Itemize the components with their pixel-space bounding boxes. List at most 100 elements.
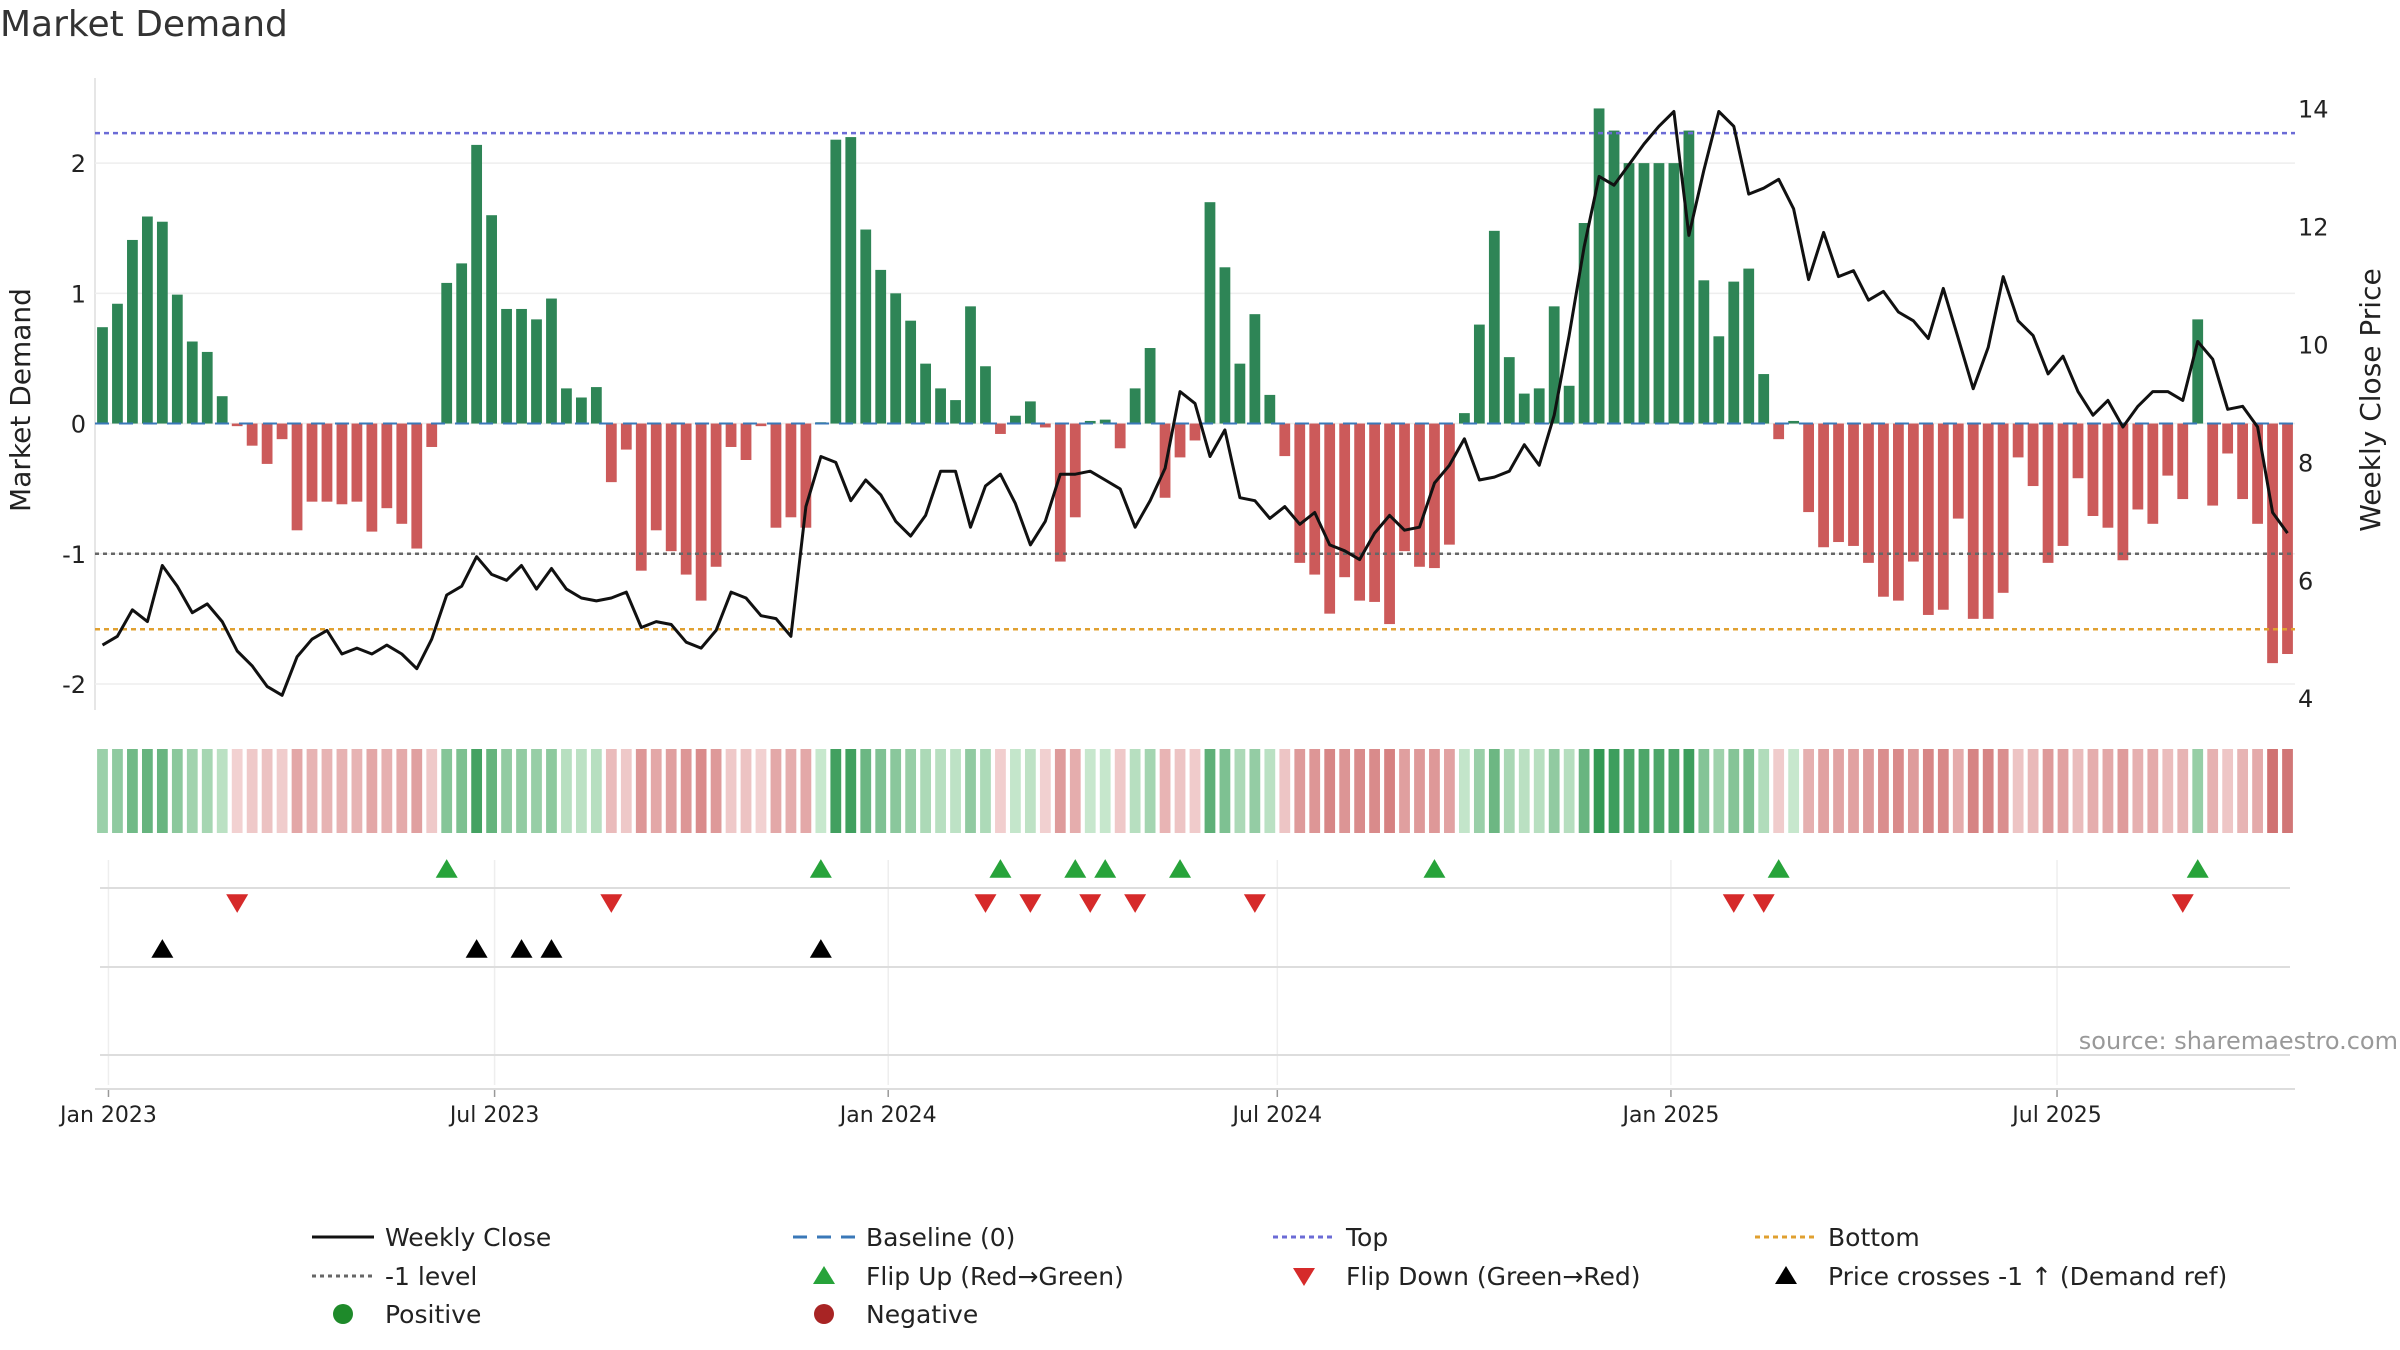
heat-cell xyxy=(396,749,408,833)
demand-bar xyxy=(1982,423,1994,619)
heat-cell xyxy=(486,749,497,833)
legend-label: Top xyxy=(1345,1223,1388,1252)
demand-bar xyxy=(321,423,333,502)
heat-cell xyxy=(1907,749,1919,833)
heat-cell xyxy=(2267,749,2278,833)
y2-tick-label: 10 xyxy=(2298,331,2329,359)
heat-cell xyxy=(306,749,318,833)
chart-title: Market Demand xyxy=(0,4,288,45)
demand-bar xyxy=(231,423,243,427)
demand-bar xyxy=(97,327,108,424)
heat-cell xyxy=(1429,749,1440,833)
demand-bar xyxy=(1758,374,1770,424)
heat-cell xyxy=(830,749,842,833)
demand-bar xyxy=(1893,423,1904,601)
heat-cell xyxy=(531,749,542,833)
heat-cell xyxy=(546,749,557,833)
heat-cell xyxy=(471,749,483,833)
demand-bar xyxy=(635,423,647,571)
flip-down-marker xyxy=(226,894,249,913)
demand-bar xyxy=(201,351,213,424)
heat-cell xyxy=(2222,749,2234,833)
demand-bar xyxy=(2057,423,2069,546)
demand-bar xyxy=(1967,423,1979,619)
heat-cell xyxy=(336,749,348,833)
heat-cell xyxy=(875,749,887,833)
demand-bar xyxy=(351,423,363,502)
demand-bar xyxy=(1069,423,1081,518)
heat-cell xyxy=(1309,749,1321,833)
demand-bar xyxy=(2117,423,2129,561)
demand-bar xyxy=(2207,423,2219,506)
heat-cell xyxy=(1503,749,1515,833)
legend-swatch-negative xyxy=(814,1304,834,1324)
legend-label: Negative xyxy=(866,1300,978,1329)
heat-cell xyxy=(231,749,243,833)
heat-cell xyxy=(1279,749,1291,833)
demand-bar xyxy=(246,423,258,446)
y2-axis-label: Weekly Close Price xyxy=(2354,268,2387,531)
demand-bar xyxy=(261,423,273,464)
heat-cell xyxy=(2072,749,2084,833)
demand-bar xyxy=(186,341,198,424)
demand-bar xyxy=(680,423,692,575)
demand-bar xyxy=(725,423,737,447)
demand-bar xyxy=(1234,363,1246,424)
heat-cell xyxy=(186,749,198,833)
demand-bar xyxy=(605,423,617,483)
heat-cell xyxy=(1623,749,1635,833)
heat-cell xyxy=(291,749,303,833)
demand-bar xyxy=(1204,202,1216,424)
heat-cell xyxy=(127,749,138,833)
y2-tick-label: 8 xyxy=(2298,449,2313,477)
demand-bar xyxy=(156,221,168,424)
heat-cell xyxy=(2192,749,2204,833)
y2-tick-label: 14 xyxy=(2298,96,2329,124)
heat-cell xyxy=(561,749,572,833)
heat-cell xyxy=(276,749,288,833)
demand-bar xyxy=(1997,423,2009,593)
demand-bar xyxy=(2027,423,2039,487)
demand-bar xyxy=(1623,163,1635,424)
demand-bar xyxy=(2072,423,2084,479)
heat-cell xyxy=(2282,749,2293,833)
demand-bar xyxy=(1668,163,1680,424)
demand-bar xyxy=(486,215,497,424)
heat-cell xyxy=(321,749,333,833)
demand-bar xyxy=(1518,393,1530,424)
heat-cell xyxy=(635,749,647,833)
demand-bar xyxy=(2012,423,2024,458)
heat-cell xyxy=(695,749,707,833)
heat-cell xyxy=(1713,749,1725,833)
x-tick-label: Jan 2023 xyxy=(58,1103,157,1128)
demand-bar xyxy=(127,239,138,424)
heat-cell xyxy=(935,749,946,833)
legend-swatch-positive xyxy=(333,1304,353,1324)
heat-cell xyxy=(576,749,587,833)
demand-bar xyxy=(2132,423,2144,510)
heat-cell xyxy=(740,749,752,833)
heat-cell xyxy=(950,749,961,833)
heat-cell xyxy=(171,749,183,833)
heat-cell xyxy=(2117,749,2129,833)
heat-cell xyxy=(1054,749,1066,833)
demand-bar xyxy=(830,139,842,424)
demand-bar xyxy=(620,423,632,450)
flip-down-marker xyxy=(1752,894,1775,913)
demand-bar xyxy=(1024,401,1036,424)
heat-cell xyxy=(456,749,468,833)
demand-bar xyxy=(396,423,408,524)
y-tick-label: 2 xyxy=(71,150,86,178)
demand-bar xyxy=(1563,385,1575,424)
heat-cell xyxy=(2207,749,2219,833)
heat-cell xyxy=(1952,749,1964,833)
demand-bar xyxy=(1698,280,1710,424)
demand-bar xyxy=(2222,423,2234,454)
x-tick-label: Jul 2025 xyxy=(2010,1103,2102,1128)
demand-bar xyxy=(336,423,348,505)
heat-cell xyxy=(965,749,976,833)
legend-label: Bottom xyxy=(1828,1223,1920,1252)
flip-up-marker xyxy=(1423,859,1446,878)
heat-cell xyxy=(1578,749,1590,833)
